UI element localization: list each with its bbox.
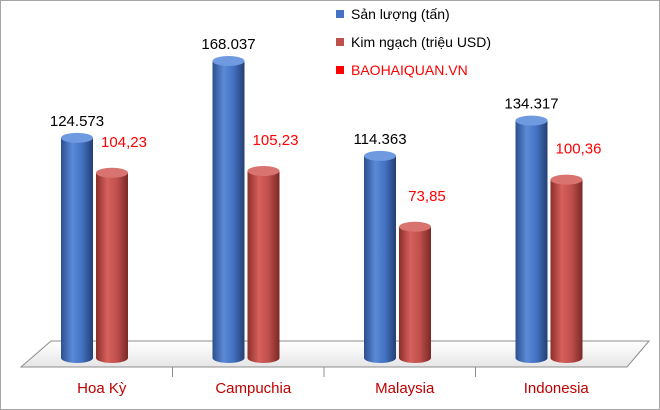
bar-top (515, 115, 548, 126)
category-label: Indonesia (524, 380, 590, 397)
data-label: 168.037 (201, 36, 255, 53)
legend: Sản lượng (tấn) Kim ngạch (triệu USD) BA… (336, 6, 491, 78)
data-label: 105,23 (253, 132, 299, 149)
data-label: 124.573 (50, 113, 104, 130)
legend-label-extra: BAOHAIQUAN.VN (351, 62, 468, 78)
category-label: Hoa Kỳ (77, 380, 127, 397)
bar-top (247, 166, 280, 176)
legend-label-series-0: Sản lượng (tấn) (351, 6, 450, 22)
bar (212, 61, 245, 363)
bar-top (61, 132, 93, 143)
bar (399, 226, 431, 363)
bar-top (364, 150, 396, 161)
floor-ticks (172, 367, 476, 377)
category-label: Malaysia (375, 380, 435, 397)
data-label: 100,36 (556, 141, 602, 158)
data-label: 134.317 (504, 96, 558, 113)
bars-group (61, 56, 583, 363)
bar (550, 179, 583, 363)
chart-floor (19, 340, 651, 368)
legend-swatch-series-1 (336, 38, 344, 46)
data-label: 73,85 (408, 188, 446, 205)
legend-swatch-extra (336, 66, 344, 74)
bar (247, 171, 280, 363)
data-label: 104,23 (101, 134, 147, 151)
category-labels: Hoa Kỳ Campuchia Malaysia Indonesia (77, 380, 589, 397)
category-label: Campuchia (215, 380, 292, 397)
data-label: 114.363 (353, 131, 406, 148)
bar (96, 172, 128, 363)
legend-label-series-1: Kim ngạch (triệu USD) (351, 34, 491, 50)
bar-top (96, 167, 128, 178)
bar (364, 155, 396, 363)
legend-swatch-series-0 (336, 10, 344, 18)
bar-top (399, 221, 431, 232)
value-labels: 124.573 104,23 168.037 105,23 114.363 73,85 13… (50, 36, 602, 205)
bar-top (212, 56, 245, 66)
bar (515, 120, 548, 363)
bar (61, 137, 93, 363)
bar-top (550, 174, 583, 185)
